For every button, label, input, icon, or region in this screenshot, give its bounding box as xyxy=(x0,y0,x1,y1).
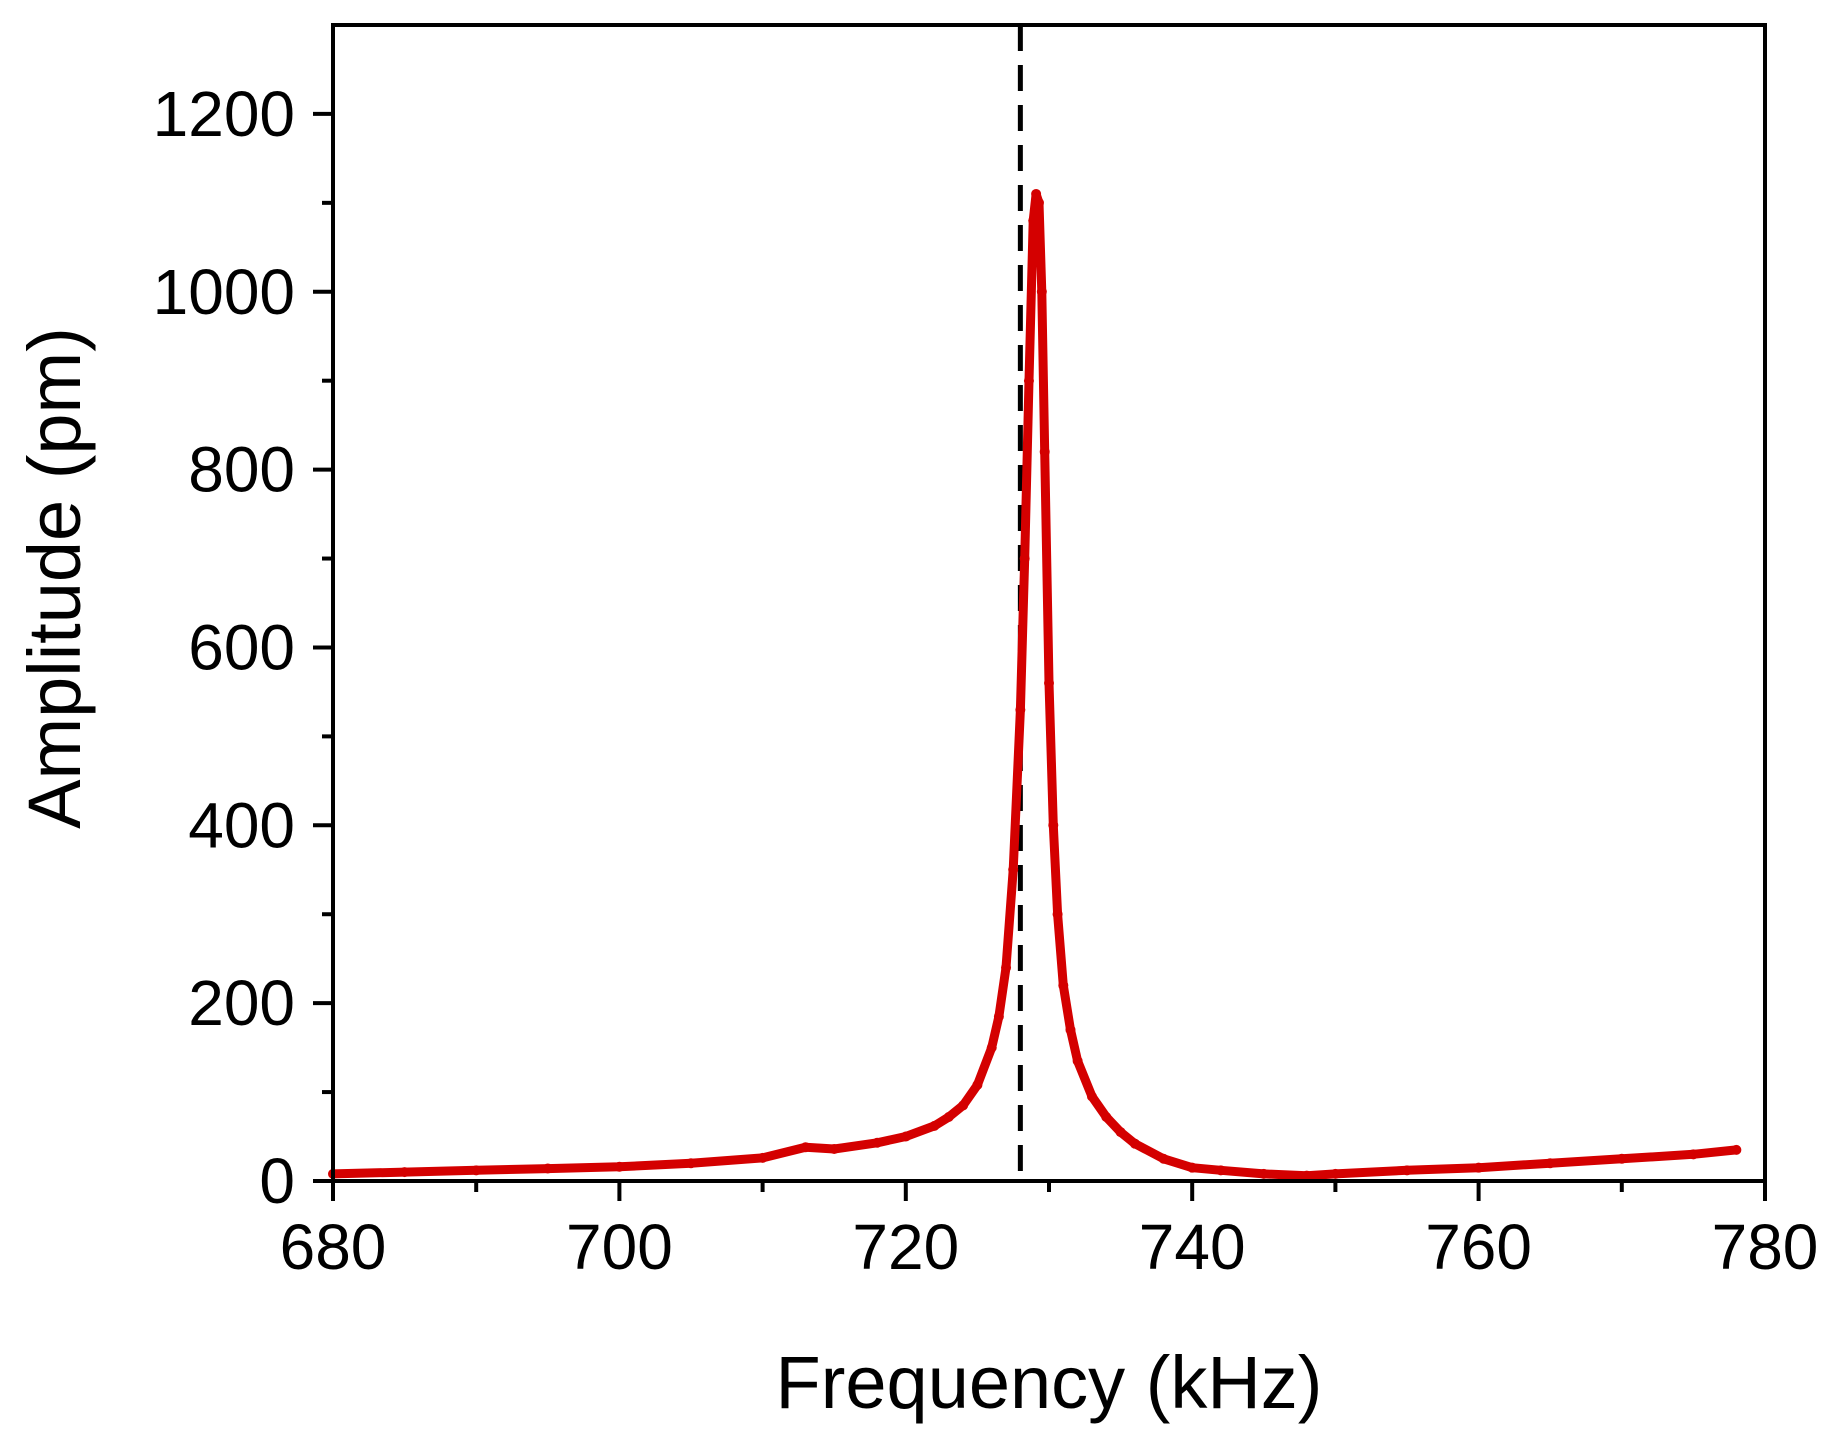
amplitude-data-point xyxy=(1187,1162,1198,1173)
amplitude-data-point xyxy=(1158,1153,1169,1164)
amplitude-data-point xyxy=(900,1131,911,1142)
amplitude-data-point xyxy=(1473,1162,1484,1173)
amplitude-data-point xyxy=(1039,446,1050,457)
y-axis-title: Amplitude (pm) xyxy=(13,327,96,829)
amplitude-data-point xyxy=(1015,704,1026,715)
amplitude-data-point xyxy=(1031,188,1042,199)
amplitude-data-point xyxy=(1065,1024,1076,1035)
y-tick-label: 1200 xyxy=(153,78,295,150)
amplitude-data-point xyxy=(1086,1091,1097,1102)
series-layer xyxy=(328,188,1742,1181)
y-tick-label: 1000 xyxy=(153,256,295,328)
amplitude-data-point xyxy=(972,1079,983,1090)
amplitude-data-point xyxy=(1258,1168,1269,1179)
amplitude-data-point xyxy=(1008,864,1019,875)
amplitude-data-point xyxy=(986,1042,997,1053)
amplitude-data-point xyxy=(1129,1138,1140,1149)
amplitude-data-point xyxy=(686,1158,696,1169)
amplitude-data-point xyxy=(1330,1168,1341,1179)
amplitude-data-point xyxy=(1048,820,1059,831)
amplitude-data-point xyxy=(943,1111,954,1122)
amplitude-data-point xyxy=(1115,1127,1126,1138)
amplitude-data-point xyxy=(614,1161,625,1172)
amplitude-data-point xyxy=(1019,553,1030,564)
amplitude-data-point xyxy=(1101,1111,1112,1122)
amplitude-data-point xyxy=(471,1165,482,1176)
amplitude-data-point xyxy=(1052,909,1063,920)
x-tick-label: 680 xyxy=(280,1211,387,1283)
amplitude-data-point xyxy=(872,1137,883,1148)
y-tick-label: 0 xyxy=(259,1145,295,1217)
amplitude-data-point xyxy=(1545,1158,1556,1169)
amplitude-data-point xyxy=(1036,286,1047,297)
amplitude-data-point xyxy=(1731,1144,1742,1155)
amplitude-data-point xyxy=(1001,962,1012,973)
x-axis-title: Frequency (kHz) xyxy=(776,1341,1323,1424)
amplitude-data-point xyxy=(958,1100,969,1111)
amplitude-data-point xyxy=(1402,1165,1412,1176)
labels-layer: 680 700 720 740 760 780 0 200 400 600 800 1000 1200 xyxy=(153,78,1819,1283)
amplitude-data-point xyxy=(542,1163,553,1174)
amplitude-data-point xyxy=(993,1011,1004,1022)
amplitude-data-point xyxy=(829,1143,840,1154)
amplitude-data-point xyxy=(929,1120,940,1131)
amplitude-data-point xyxy=(1688,1149,1699,1160)
amplitude-data-point xyxy=(1033,197,1044,208)
amplitude-data-point xyxy=(1023,375,1034,386)
amplitude-data-point xyxy=(1058,980,1069,991)
amplitude-data-point xyxy=(399,1167,410,1178)
amplitude-data-point xyxy=(1301,1170,1312,1181)
x-tick-label: 720 xyxy=(852,1211,959,1283)
x-tick-label: 760 xyxy=(1425,1211,1532,1283)
amplitude-data-point xyxy=(1044,678,1054,689)
amplitude-data-point xyxy=(1072,1055,1083,1066)
amplitude-data-point xyxy=(800,1142,811,1153)
y-tick-label: 600 xyxy=(188,611,295,683)
y-tick-label: 200 xyxy=(188,967,295,1039)
amplitude-series-line xyxy=(328,189,1741,1181)
x-tick-label: 700 xyxy=(566,1211,673,1283)
amplitude-data-point xyxy=(757,1152,768,1163)
x-tick-label: 740 xyxy=(1139,1211,1246,1283)
amplitude-data-point xyxy=(1616,1153,1627,1164)
amplitude-data-point xyxy=(1028,215,1039,226)
amplitude-data-point xyxy=(1215,1165,1226,1176)
plot-frame xyxy=(331,23,1767,1183)
y-tick-label: 400 xyxy=(188,789,295,861)
x-tick-label: 780 xyxy=(1712,1211,1819,1283)
y-tick-label: 800 xyxy=(188,434,295,506)
